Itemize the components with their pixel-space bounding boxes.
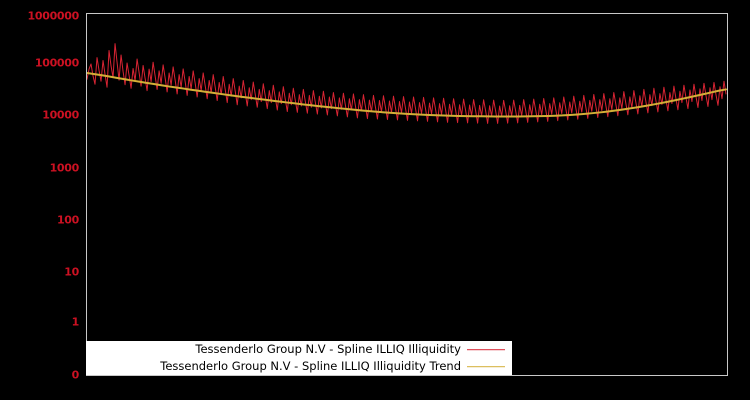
series-illiquidity-trend xyxy=(87,71,727,118)
legend-entry-illiquidity: Tessenderlo Group N.V - Spline ILLIQ Ill… xyxy=(86,341,512,358)
legend-label-trend: Tessenderlo Group N.V - Spline ILLIQ Ill… xyxy=(160,359,461,373)
legend-entry-trend: Tessenderlo Group N.V - Spline ILLIQ Ill… xyxy=(86,358,512,375)
legend-line-swatch-illiquidity xyxy=(467,343,505,356)
chart-legend: Tessenderlo Group N.V - Spline ILLIQ Ill… xyxy=(86,341,512,375)
y-tick-label: 100 xyxy=(56,213,79,227)
plot-canvas xyxy=(87,43,727,124)
y-tick-label: 1000 xyxy=(49,161,80,175)
legend-label-illiquidity: Tessenderlo Group N.V - Spline ILLIQ Ill… xyxy=(195,342,461,356)
y-tick-label: 0 xyxy=(71,368,80,382)
plot-area xyxy=(86,13,728,376)
y-tick-label: 10000 xyxy=(42,108,79,122)
legend-line-swatch-trend xyxy=(467,360,505,373)
y-tick-label: 1 xyxy=(71,315,80,329)
y-tick-label: 100000 xyxy=(34,56,79,70)
y-tick-label: 10 xyxy=(64,265,79,279)
y-axis: 1000000 100000 10000 1000 100 10 1 0 xyxy=(0,0,86,400)
y-tick-label: 1000000 xyxy=(27,9,80,23)
series-illiquidity xyxy=(87,43,727,124)
